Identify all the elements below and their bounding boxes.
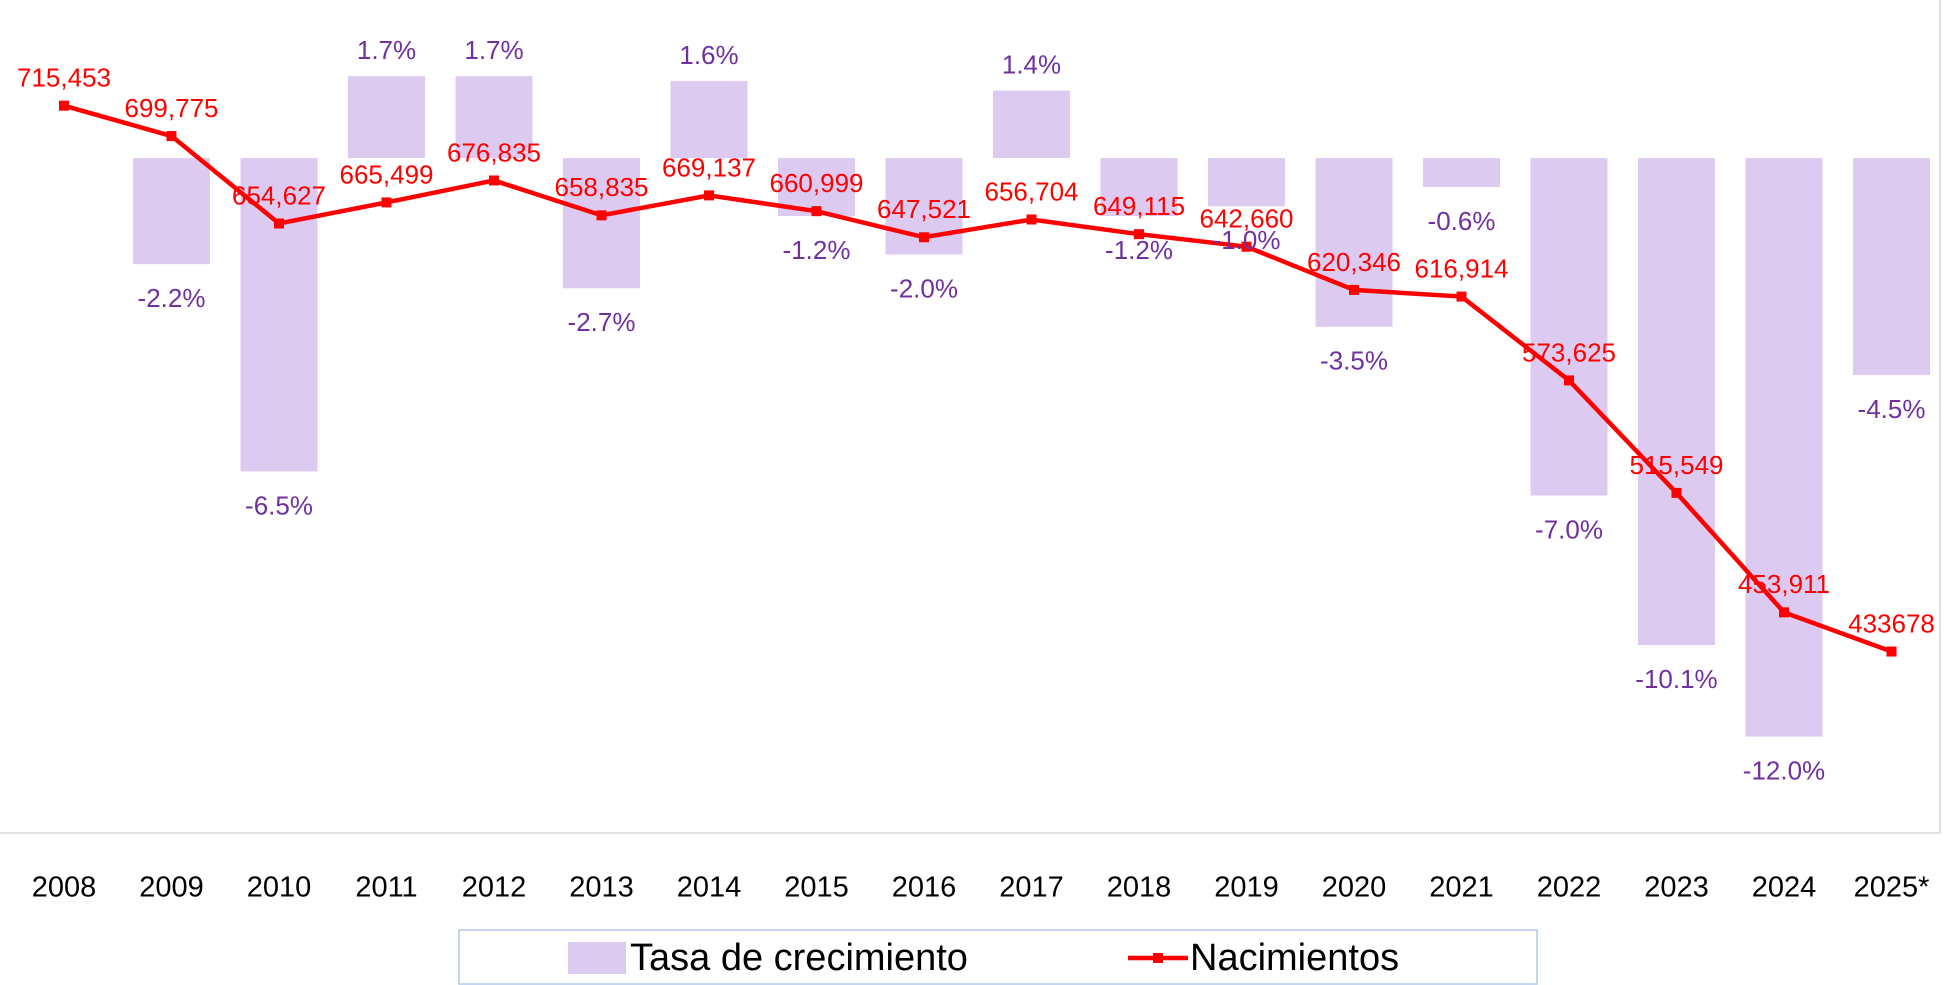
bar [563, 158, 640, 289]
data-label: 660,999 [770, 168, 864, 198]
x-tick-label: 2015 [784, 872, 849, 904]
legend-label: Nacimientos [1190, 937, 1399, 979]
data-label: 669,137 [662, 152, 756, 182]
marker [381, 197, 392, 208]
marker [1349, 284, 1359, 295]
data-label: 654,627 [232, 180, 326, 210]
marker [59, 100, 69, 111]
data-label: -12.0% [1743, 755, 1825, 785]
marker [489, 175, 499, 186]
data-label: 665,499 [340, 159, 434, 189]
data-label: -0.6% [1428, 206, 1496, 236]
data-label: -1.0% [1213, 225, 1281, 255]
marker [274, 218, 284, 229]
bar [240, 158, 318, 472]
data-label: 658,835 [555, 172, 649, 202]
bar [993, 90, 1070, 159]
marker [166, 131, 177, 142]
data-label: -4.5% [1858, 394, 1926, 424]
legend-swatch [568, 942, 626, 974]
x-tick-label: 2024 [1752, 872, 1817, 904]
x-tick-label: 2011 [355, 872, 417, 904]
data-label: 1.6% [679, 40, 738, 70]
marker [1026, 214, 1037, 225]
marker [811, 206, 822, 217]
data-label: 1.7% [357, 35, 416, 65]
bar [1530, 158, 1608, 496]
data-label: 656,704 [985, 176, 1079, 206]
bar [1423, 158, 1500, 188]
marker [1564, 375, 1574, 386]
bar [348, 76, 425, 159]
bar [1315, 158, 1393, 327]
data-label: -2.7% [568, 307, 636, 337]
data-label: 573,625 [1522, 337, 1616, 367]
bar [1745, 158, 1823, 737]
data-label: 515,549 [1630, 450, 1724, 480]
x-tick-label: 2013 [569, 872, 634, 904]
marker [1671, 487, 1682, 498]
x-tick-label: 2009 [139, 872, 204, 904]
marker [1779, 607, 1789, 618]
x-tick-label: 2010 [247, 872, 312, 904]
data-label: 649,115 [1093, 191, 1185, 221]
legend-swatch [1153, 953, 1163, 963]
legend-box [458, 929, 1538, 985]
data-label: 715,453 [17, 63, 111, 93]
data-label: 647,521 [877, 194, 971, 224]
marker [704, 190, 714, 201]
bar [1638, 158, 1715, 645]
line [63, 103, 1893, 654]
x-tick-label: 2018 [1107, 872, 1172, 904]
bar [1100, 158, 1178, 216]
x-tick-label: 2019 [1214, 872, 1279, 904]
x-tick-label: 2022 [1537, 872, 1602, 904]
data-label: 642,660 [1200, 204, 1294, 234]
data-label: -10.1% [1635, 664, 1717, 694]
marker [1134, 229, 1144, 240]
marker [1886, 646, 1897, 657]
x-tick-label: 2008 [32, 872, 97, 904]
x-tick-label: 2025* [1854, 872, 1930, 904]
x-tick-label: 2017 [999, 872, 1064, 904]
bar [133, 158, 210, 265]
marker [1241, 241, 1252, 252]
data-label: 699,775 [125, 93, 219, 123]
legend-label: Tasa de crecimiento [630, 937, 968, 979]
x-tick-label: 2020 [1322, 872, 1387, 904]
x-tick-label: 2023 [1644, 872, 1709, 904]
data-label: -1.2% [1105, 235, 1173, 265]
bar [455, 76, 533, 159]
bar [1208, 158, 1285, 207]
x-tick-label: 2021 [1429, 872, 1494, 904]
x-tick-label: 2012 [462, 872, 527, 904]
data-label: 616,914 [1415, 253, 1509, 283]
data-label: 676,835 [447, 137, 541, 167]
x-tick-label: 2016 [892, 872, 957, 904]
data-label: 620,346 [1307, 247, 1401, 277]
marker [596, 210, 607, 221]
marker [919, 232, 929, 243]
data-label: -1.2% [783, 235, 851, 265]
data-label: -2.0% [890, 273, 958, 303]
data-label: 1.4% [1002, 50, 1061, 80]
data-label: -3.5% [1320, 346, 1388, 376]
data-label: 1.7% [464, 35, 523, 65]
data-label: 453,911 [1738, 569, 1830, 599]
bar [1853, 158, 1930, 376]
data-label: -6.5% [245, 490, 313, 520]
data-label: -2.2% [138, 283, 206, 313]
data-label: 433678 [1848, 608, 1935, 638]
data-label: -7.0% [1535, 514, 1603, 544]
bar [670, 80, 748, 159]
marker [1456, 291, 1467, 302]
x-tick-label: 2014 [677, 872, 742, 904]
